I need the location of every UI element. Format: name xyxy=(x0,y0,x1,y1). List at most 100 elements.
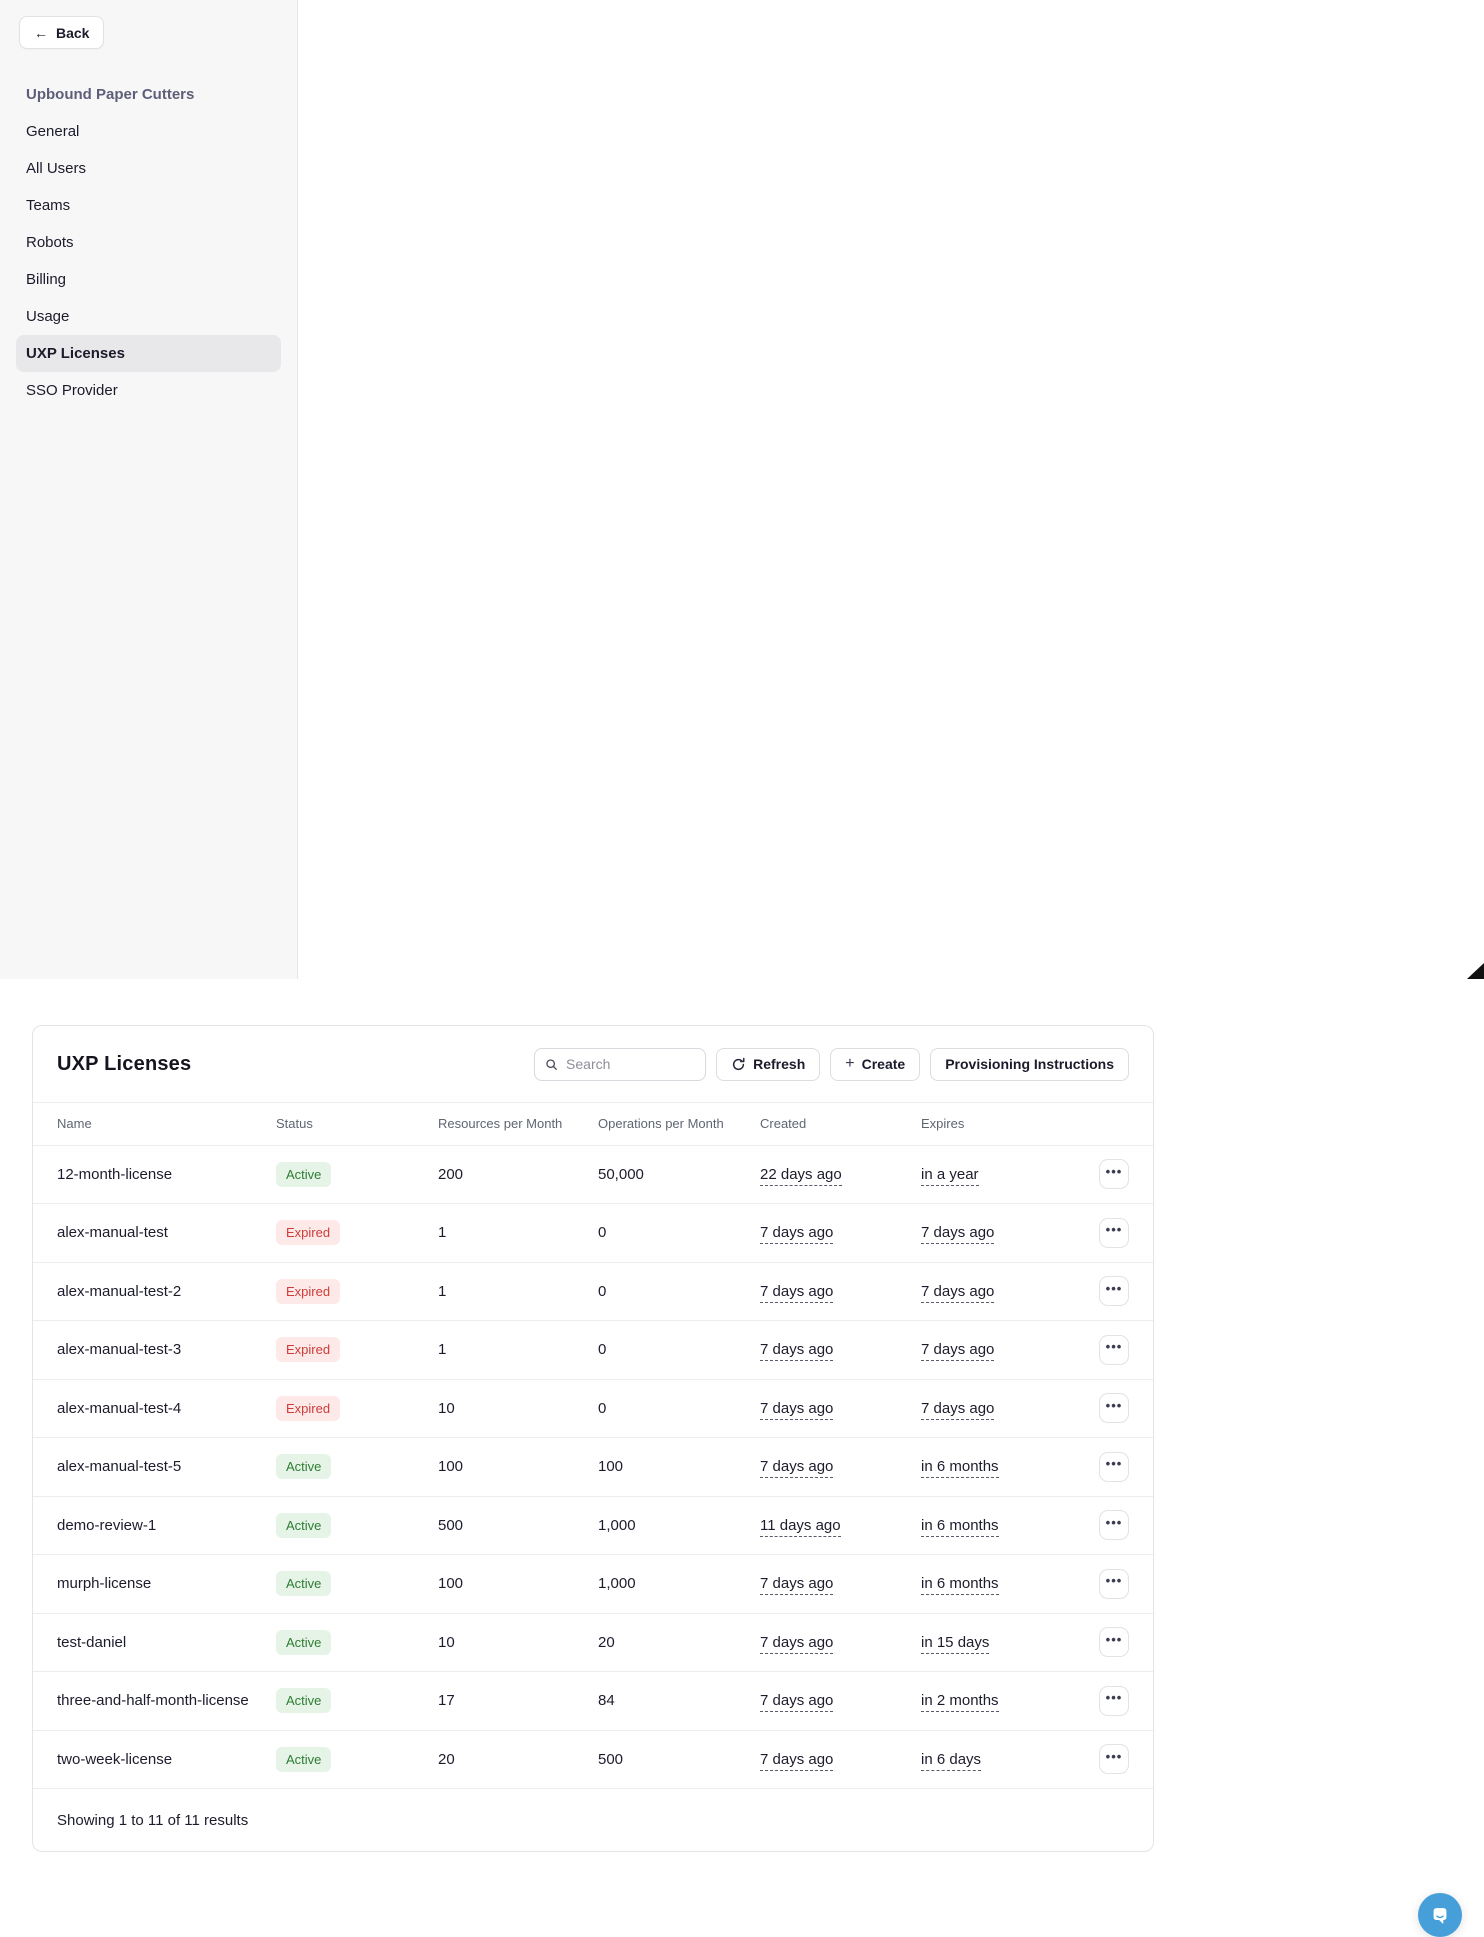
row-actions-button[interactable]: ••• xyxy=(1099,1744,1129,1774)
sidebar-item-billing[interactable]: Billing xyxy=(16,261,281,298)
license-name: three-and-half-month-license xyxy=(33,1672,276,1731)
sidebar-item-label: General xyxy=(26,123,79,140)
refresh-button[interactable]: Refresh xyxy=(716,1048,820,1081)
created-value[interactable]: 22 days ago xyxy=(760,1166,842,1186)
back-button[interactable]: ← Back xyxy=(19,16,104,49)
sidebar-item-label: Teams xyxy=(26,197,70,214)
chat-bubble-icon xyxy=(1429,1904,1451,1926)
row-actions-button[interactable]: ••• xyxy=(1099,1218,1129,1248)
expires-value[interactable]: 7 days ago xyxy=(921,1224,994,1244)
expires-value[interactable]: 7 days ago xyxy=(921,1400,994,1420)
plus-icon: + xyxy=(845,1056,854,1072)
ellipsis-icon: ••• xyxy=(1106,1222,1123,1237)
table-row: murph-license Active 100 1,000 7 days ag… xyxy=(33,1555,1153,1614)
resources-value: 1 xyxy=(438,1262,598,1321)
row-actions-button[interactable]: ••• xyxy=(1099,1335,1129,1365)
created-value[interactable]: 7 days ago xyxy=(760,1283,833,1303)
expires-value[interactable]: in 15 days xyxy=(921,1634,989,1654)
sidebar-item-robots[interactable]: Robots xyxy=(16,224,281,261)
created-value[interactable]: 7 days ago xyxy=(760,1400,833,1420)
sidebar-item-label: All Users xyxy=(26,160,86,177)
page: ← Back Upbound Paper Cutters General All… xyxy=(0,0,1484,979)
sidebar-nav: General All Users Teams Robots Billing U… xyxy=(0,113,297,409)
expires-value[interactable]: in 6 months xyxy=(921,1458,999,1478)
back-arrow-icon: ← xyxy=(34,25,48,41)
status-badge: Expired xyxy=(276,1220,340,1245)
ellipsis-icon: ••• xyxy=(1106,1749,1123,1764)
status-badge: Expired xyxy=(276,1396,340,1421)
created-value[interactable]: 11 days ago xyxy=(760,1517,841,1537)
column-header-name: Name xyxy=(33,1103,276,1145)
expires-value[interactable]: 7 days ago xyxy=(921,1283,994,1303)
row-actions-button[interactable]: ••• xyxy=(1099,1452,1129,1482)
table-row: test-daniel Active 10 20 7 days ago in 1… xyxy=(33,1613,1153,1672)
created-value[interactable]: 7 days ago xyxy=(760,1634,833,1654)
row-actions-button[interactable]: ••• xyxy=(1099,1569,1129,1599)
resources-value: 20 xyxy=(438,1730,598,1789)
expires-value[interactable]: in 6 days xyxy=(921,1751,981,1771)
results-summary: Showing 1 to 11 of 11 results xyxy=(33,1789,1153,1851)
status-badge: Active xyxy=(276,1630,331,1655)
column-header-status: Status xyxy=(276,1103,438,1145)
row-actions-button[interactable]: ••• xyxy=(1099,1276,1129,1306)
created-value[interactable]: 7 days ago xyxy=(760,1575,833,1595)
row-actions-button[interactable]: ••• xyxy=(1099,1627,1129,1657)
search-box xyxy=(534,1048,706,1081)
licenses-table: Name Status Resources per Month Operatio… xyxy=(33,1103,1153,1789)
resources-value: 1 xyxy=(438,1321,598,1380)
resources-value: 10 xyxy=(438,1379,598,1438)
resources-value: 1 xyxy=(438,1204,598,1263)
sidebar-item-label: Billing xyxy=(26,271,66,288)
expires-value[interactable]: in a year xyxy=(921,1166,979,1186)
chat-launcher-button[interactable] xyxy=(1418,1893,1462,1937)
expires-value[interactable]: in 2 months xyxy=(921,1692,999,1712)
row-actions-button[interactable]: ••• xyxy=(1099,1393,1129,1423)
ellipsis-icon: ••• xyxy=(1106,1632,1123,1647)
sidebar-item-label: Usage xyxy=(26,308,69,325)
license-name: alex-manual-test-4 xyxy=(33,1379,276,1438)
sidebar-item-teams[interactable]: Teams xyxy=(16,187,281,224)
license-name: demo-review-1 xyxy=(33,1496,276,1555)
table-row: three-and-half-month-license Active 17 8… xyxy=(33,1672,1153,1731)
status-badge: Active xyxy=(276,1688,331,1713)
operations-value: 0 xyxy=(598,1379,760,1438)
expires-value[interactable]: in 6 months xyxy=(921,1575,999,1595)
created-value[interactable]: 7 days ago xyxy=(760,1224,833,1244)
ellipsis-icon: ••• xyxy=(1106,1281,1123,1296)
created-value[interactable]: 7 days ago xyxy=(760,1341,833,1361)
license-name: 12-month-license xyxy=(33,1145,276,1204)
ellipsis-icon: ••• xyxy=(1106,1456,1123,1471)
status-badge: Active xyxy=(276,1454,331,1479)
operations-value: 50,000 xyxy=(598,1145,760,1204)
row-actions-button[interactable]: ••• xyxy=(1099,1510,1129,1540)
back-button-label: Back xyxy=(56,25,89,41)
expires-value[interactable]: in 6 months xyxy=(921,1517,999,1537)
org-title: Upbound Paper Cutters xyxy=(26,86,297,103)
row-actions-button[interactable]: ••• xyxy=(1099,1159,1129,1189)
table-row: demo-review-1 Active 500 1,000 11 days a… xyxy=(33,1496,1153,1555)
sidebar-item-label: UXP Licenses xyxy=(26,345,125,362)
resources-value: 10 xyxy=(438,1613,598,1672)
provisioning-instructions-button[interactable]: Provisioning Instructions xyxy=(930,1048,1129,1081)
create-button[interactable]: + Create xyxy=(830,1048,920,1081)
row-actions-button[interactable]: ••• xyxy=(1099,1686,1129,1716)
resources-value: 100 xyxy=(438,1555,598,1614)
license-name: alex-manual-test xyxy=(33,1204,276,1263)
main-content: UXP Licenses Refresh xyxy=(0,979,1484,1852)
ellipsis-icon: ••• xyxy=(1106,1515,1123,1530)
sidebar-item-all-users[interactable]: All Users xyxy=(16,150,281,187)
sidebar-item-usage[interactable]: Usage xyxy=(16,298,281,335)
resources-value: 500 xyxy=(438,1496,598,1555)
expires-value[interactable]: 7 days ago xyxy=(921,1341,994,1361)
created-value[interactable]: 7 days ago xyxy=(760,1751,833,1771)
sidebar-item-general[interactable]: General xyxy=(16,113,281,150)
status-badge: Expired xyxy=(276,1337,340,1362)
cursor-artifact xyxy=(1467,963,1484,979)
sidebar-item-sso-provider[interactable]: SSO Provider xyxy=(16,372,281,409)
sidebar-item-uxp-licenses[interactable]: UXP Licenses xyxy=(16,335,281,372)
ellipsis-icon: ••• xyxy=(1106,1164,1123,1179)
created-value[interactable]: 7 days ago xyxy=(760,1458,833,1478)
created-value[interactable]: 7 days ago xyxy=(760,1692,833,1712)
operations-value: 1,000 xyxy=(598,1496,760,1555)
search-input[interactable] xyxy=(566,1056,695,1072)
